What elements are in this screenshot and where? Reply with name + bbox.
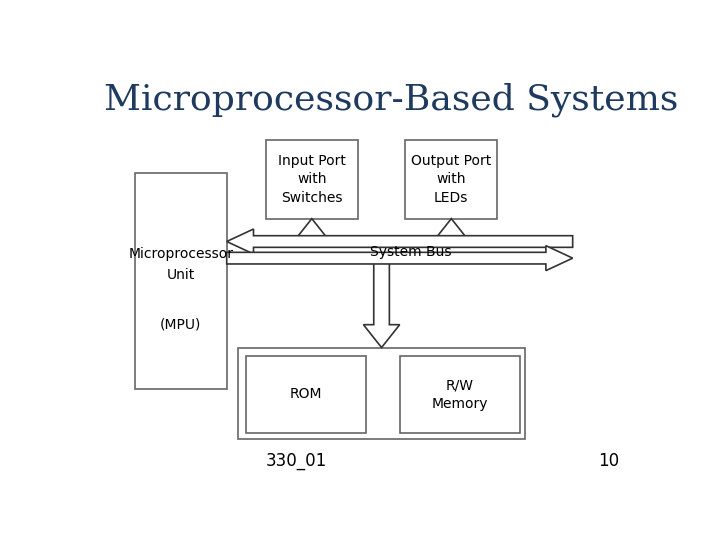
Text: Microprocessor: Microprocessor bbox=[128, 247, 233, 261]
Polygon shape bbox=[227, 229, 572, 254]
Bar bbox=[246, 356, 366, 433]
Text: 10: 10 bbox=[598, 452, 619, 470]
Text: Microprocessor-Based Systems: Microprocessor-Based Systems bbox=[104, 83, 678, 117]
Text: System Bus: System Bus bbox=[370, 245, 451, 259]
Text: 330_01: 330_01 bbox=[266, 452, 327, 470]
Polygon shape bbox=[364, 258, 400, 348]
Bar bbox=[135, 173, 227, 389]
Text: ROM: ROM bbox=[290, 387, 323, 401]
Text: Input Port
with
Switches: Input Port with Switches bbox=[278, 154, 346, 205]
Text: Unit: Unit bbox=[166, 268, 195, 282]
Text: Output Port
with
LEDs: Output Port with LEDs bbox=[411, 154, 492, 205]
Bar bbox=[238, 348, 526, 439]
Text: (MPU): (MPU) bbox=[160, 318, 202, 332]
Bar bbox=[405, 140, 498, 219]
Polygon shape bbox=[294, 219, 330, 241]
Bar bbox=[400, 356, 520, 433]
Text: R/W
Memory: R/W Memory bbox=[431, 378, 488, 410]
Bar bbox=[266, 140, 358, 219]
Polygon shape bbox=[227, 246, 572, 271]
Polygon shape bbox=[433, 219, 469, 241]
